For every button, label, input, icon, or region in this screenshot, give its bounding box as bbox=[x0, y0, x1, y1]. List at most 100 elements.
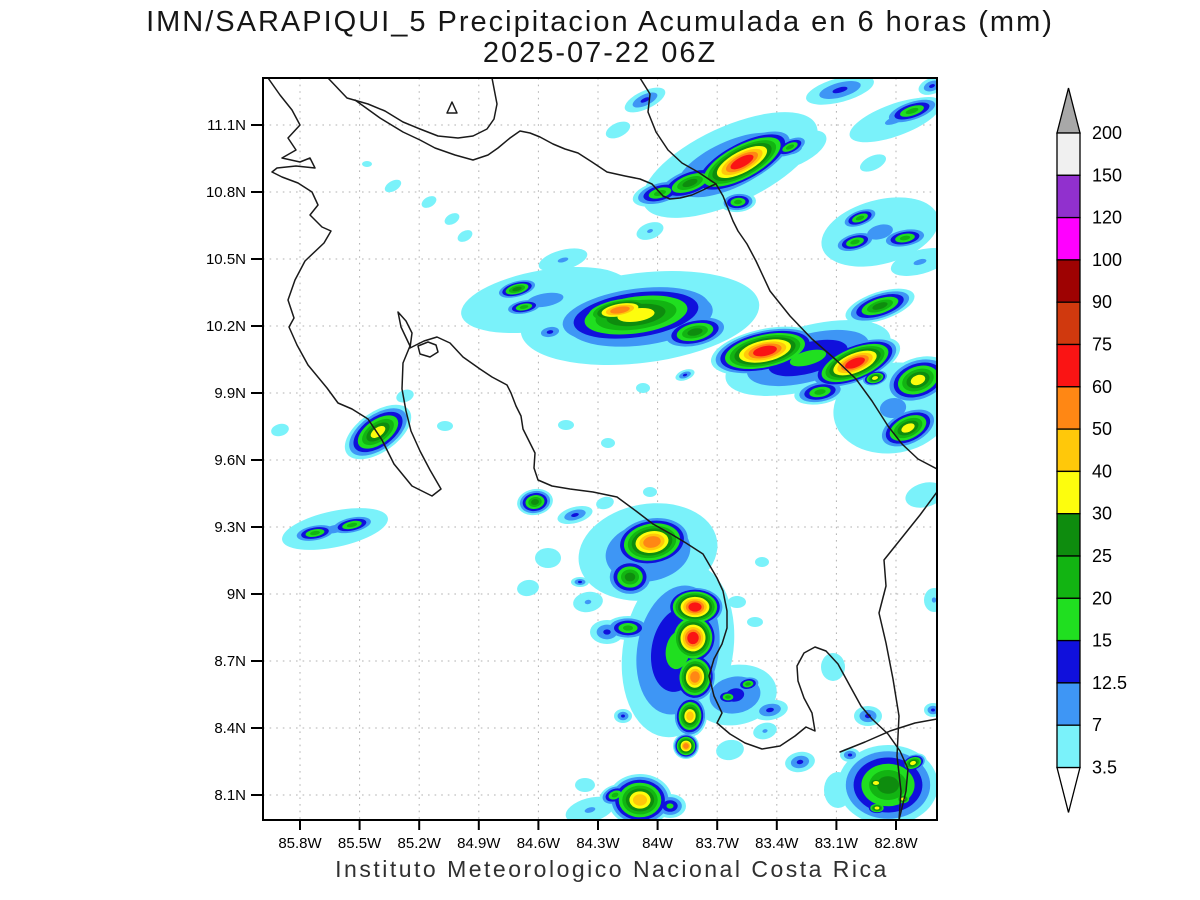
precip-cell-band bbox=[535, 548, 561, 568]
precip-cell-band bbox=[546, 330, 554, 334]
precip-cell-band bbox=[457, 230, 473, 242]
border-costa-rica-panama bbox=[878, 491, 937, 820]
precip-cell-band bbox=[624, 572, 636, 582]
colorbar-label-15: 15 bbox=[1092, 631, 1112, 651]
lat-label-11.1N: 11.1N bbox=[207, 117, 246, 134]
precip-cell-band bbox=[824, 772, 852, 808]
lon-label-83.7W: 83.7W bbox=[696, 835, 740, 852]
precip-cell-band bbox=[905, 482, 937, 508]
lon-label-83.1W: 83.1W bbox=[815, 835, 859, 852]
precip-cell-band bbox=[370, 426, 386, 438]
lat-label-8.1N: 8.1N bbox=[214, 787, 246, 804]
precip-cell-band bbox=[683, 743, 689, 749]
colorbar-label-150: 150 bbox=[1092, 165, 1122, 185]
precip-cell-band bbox=[421, 196, 437, 208]
coastline-layer bbox=[267, 78, 937, 820]
precip-cell-band bbox=[867, 224, 893, 240]
precip-cell-band bbox=[437, 421, 453, 431]
precip-cell-band bbox=[640, 97, 650, 103]
precip-cell-band bbox=[632, 794, 648, 806]
precip-cell-band bbox=[575, 778, 595, 792]
colorbar-box-3.5 bbox=[1056, 724, 1081, 769]
precip-cell-band bbox=[832, 86, 848, 94]
colorbar-box-120 bbox=[1056, 174, 1081, 219]
precip-cell-band bbox=[745, 682, 751, 686]
precip-cell-band bbox=[643, 487, 657, 497]
coastline-caribbean bbox=[639, 78, 937, 470]
precip-cell-band bbox=[687, 631, 699, 645]
lat-label-9.6N: 9.6N bbox=[214, 452, 246, 469]
precip-cell-band bbox=[924, 588, 937, 612]
lat-label-10.8N: 10.8N bbox=[206, 184, 246, 201]
lon-label-85.2W: 85.2W bbox=[398, 835, 442, 852]
colorbar-label-7: 7 bbox=[1092, 715, 1102, 735]
colorbar-arrow-bottom bbox=[1056, 766, 1081, 813]
page-subtitle: 2025-07-22 06Z bbox=[482, 37, 718, 69]
lon-label-85.5W: 85.5W bbox=[338, 835, 382, 852]
precip-cell-band bbox=[596, 496, 614, 510]
colorbar-label-3.5: 3.5 bbox=[1092, 758, 1117, 778]
precip-cell-band bbox=[271, 423, 289, 437]
precip-cell-band bbox=[872, 781, 880, 785]
precip-cell-band bbox=[821, 653, 845, 681]
colorbar-box-15 bbox=[1056, 597, 1081, 642]
colorbar: 200 150 120 100 90 75 60 50 40 30 25 20 15 12.5 7 3.5 bbox=[1056, 87, 1127, 813]
precip-cell-band bbox=[610, 306, 630, 314]
precip-cell-band bbox=[859, 154, 887, 172]
precip-cell-band bbox=[666, 803, 674, 809]
precip-cell-band bbox=[444, 213, 460, 225]
lon-label-84.6W: 84.6W bbox=[517, 835, 561, 852]
colorbar-label-120: 120 bbox=[1092, 208, 1122, 228]
colorbar-label-50: 50 bbox=[1092, 419, 1112, 439]
colorbar-box-40 bbox=[1056, 428, 1081, 473]
precip-cell-band bbox=[734, 199, 742, 205]
precip-cell-band bbox=[910, 374, 926, 386]
precip-cell-band bbox=[766, 707, 774, 713]
precip-cell-band bbox=[899, 235, 911, 241]
colorbar-arrow-top bbox=[1056, 87, 1081, 134]
lat-label-9.9N: 9.9N bbox=[214, 385, 246, 402]
precip-cell-band bbox=[362, 161, 372, 167]
colorbar-box-7 bbox=[1056, 682, 1081, 726]
precip-cell-band bbox=[847, 753, 853, 757]
colorbar-box-60 bbox=[1056, 343, 1081, 388]
precip-cell-band bbox=[789, 349, 827, 367]
precip-cell-band bbox=[905, 107, 919, 115]
lat-label-10.5N: 10.5N bbox=[206, 251, 246, 268]
coastline-pacific bbox=[267, 78, 909, 820]
colorbar-box-150 bbox=[1056, 132, 1081, 176]
precip-cell-band bbox=[384, 179, 402, 193]
precip-cell-band bbox=[603, 629, 611, 635]
precip-cell-band bbox=[558, 420, 574, 430]
border-costa-rica-nicaragua bbox=[354, 99, 717, 200]
precip-cell-band bbox=[747, 617, 763, 627]
precip-cell-band bbox=[611, 792, 619, 798]
colorbar-label-25: 25 bbox=[1092, 546, 1112, 566]
precip-cell-band bbox=[855, 215, 865, 221]
lon-label-84.3W: 84.3W bbox=[576, 835, 620, 852]
precip-cell-band bbox=[519, 305, 529, 309]
colorbar-box-100 bbox=[1056, 216, 1081, 261]
lat-label-9.3N: 9.3N bbox=[214, 519, 246, 536]
colorbar-label-20: 20 bbox=[1092, 588, 1112, 608]
axis-labels: 11.1N 10.8N 10.5N 10.2N 9.9N 9.6N 9.3N 9N 8.7N 8.… bbox=[206, 117, 919, 852]
colorbar-box-75 bbox=[1056, 301, 1081, 346]
precip-cell-band bbox=[682, 178, 698, 188]
colorbar-label-12.5: 12.5 bbox=[1092, 673, 1127, 693]
colorbar-label-30: 30 bbox=[1092, 504, 1112, 524]
lat-label-9N: 9N bbox=[227, 586, 246, 603]
precip-cell-band bbox=[584, 599, 592, 605]
precip-cell-band bbox=[571, 513, 579, 517]
precip-cell-band bbox=[913, 258, 927, 266]
map-frame bbox=[262, 77, 938, 821]
colorbar-box-30 bbox=[1056, 470, 1081, 515]
precip-cell-band bbox=[643, 536, 661, 548]
lon-label-84.9W: 84.9W bbox=[457, 835, 501, 852]
precip-cell-band bbox=[605, 121, 631, 139]
precip-cell-band bbox=[796, 759, 804, 765]
precip-cell-band bbox=[725, 695, 731, 699]
precip-cell-band bbox=[346, 522, 358, 528]
precipitation-field bbox=[271, 78, 937, 820]
